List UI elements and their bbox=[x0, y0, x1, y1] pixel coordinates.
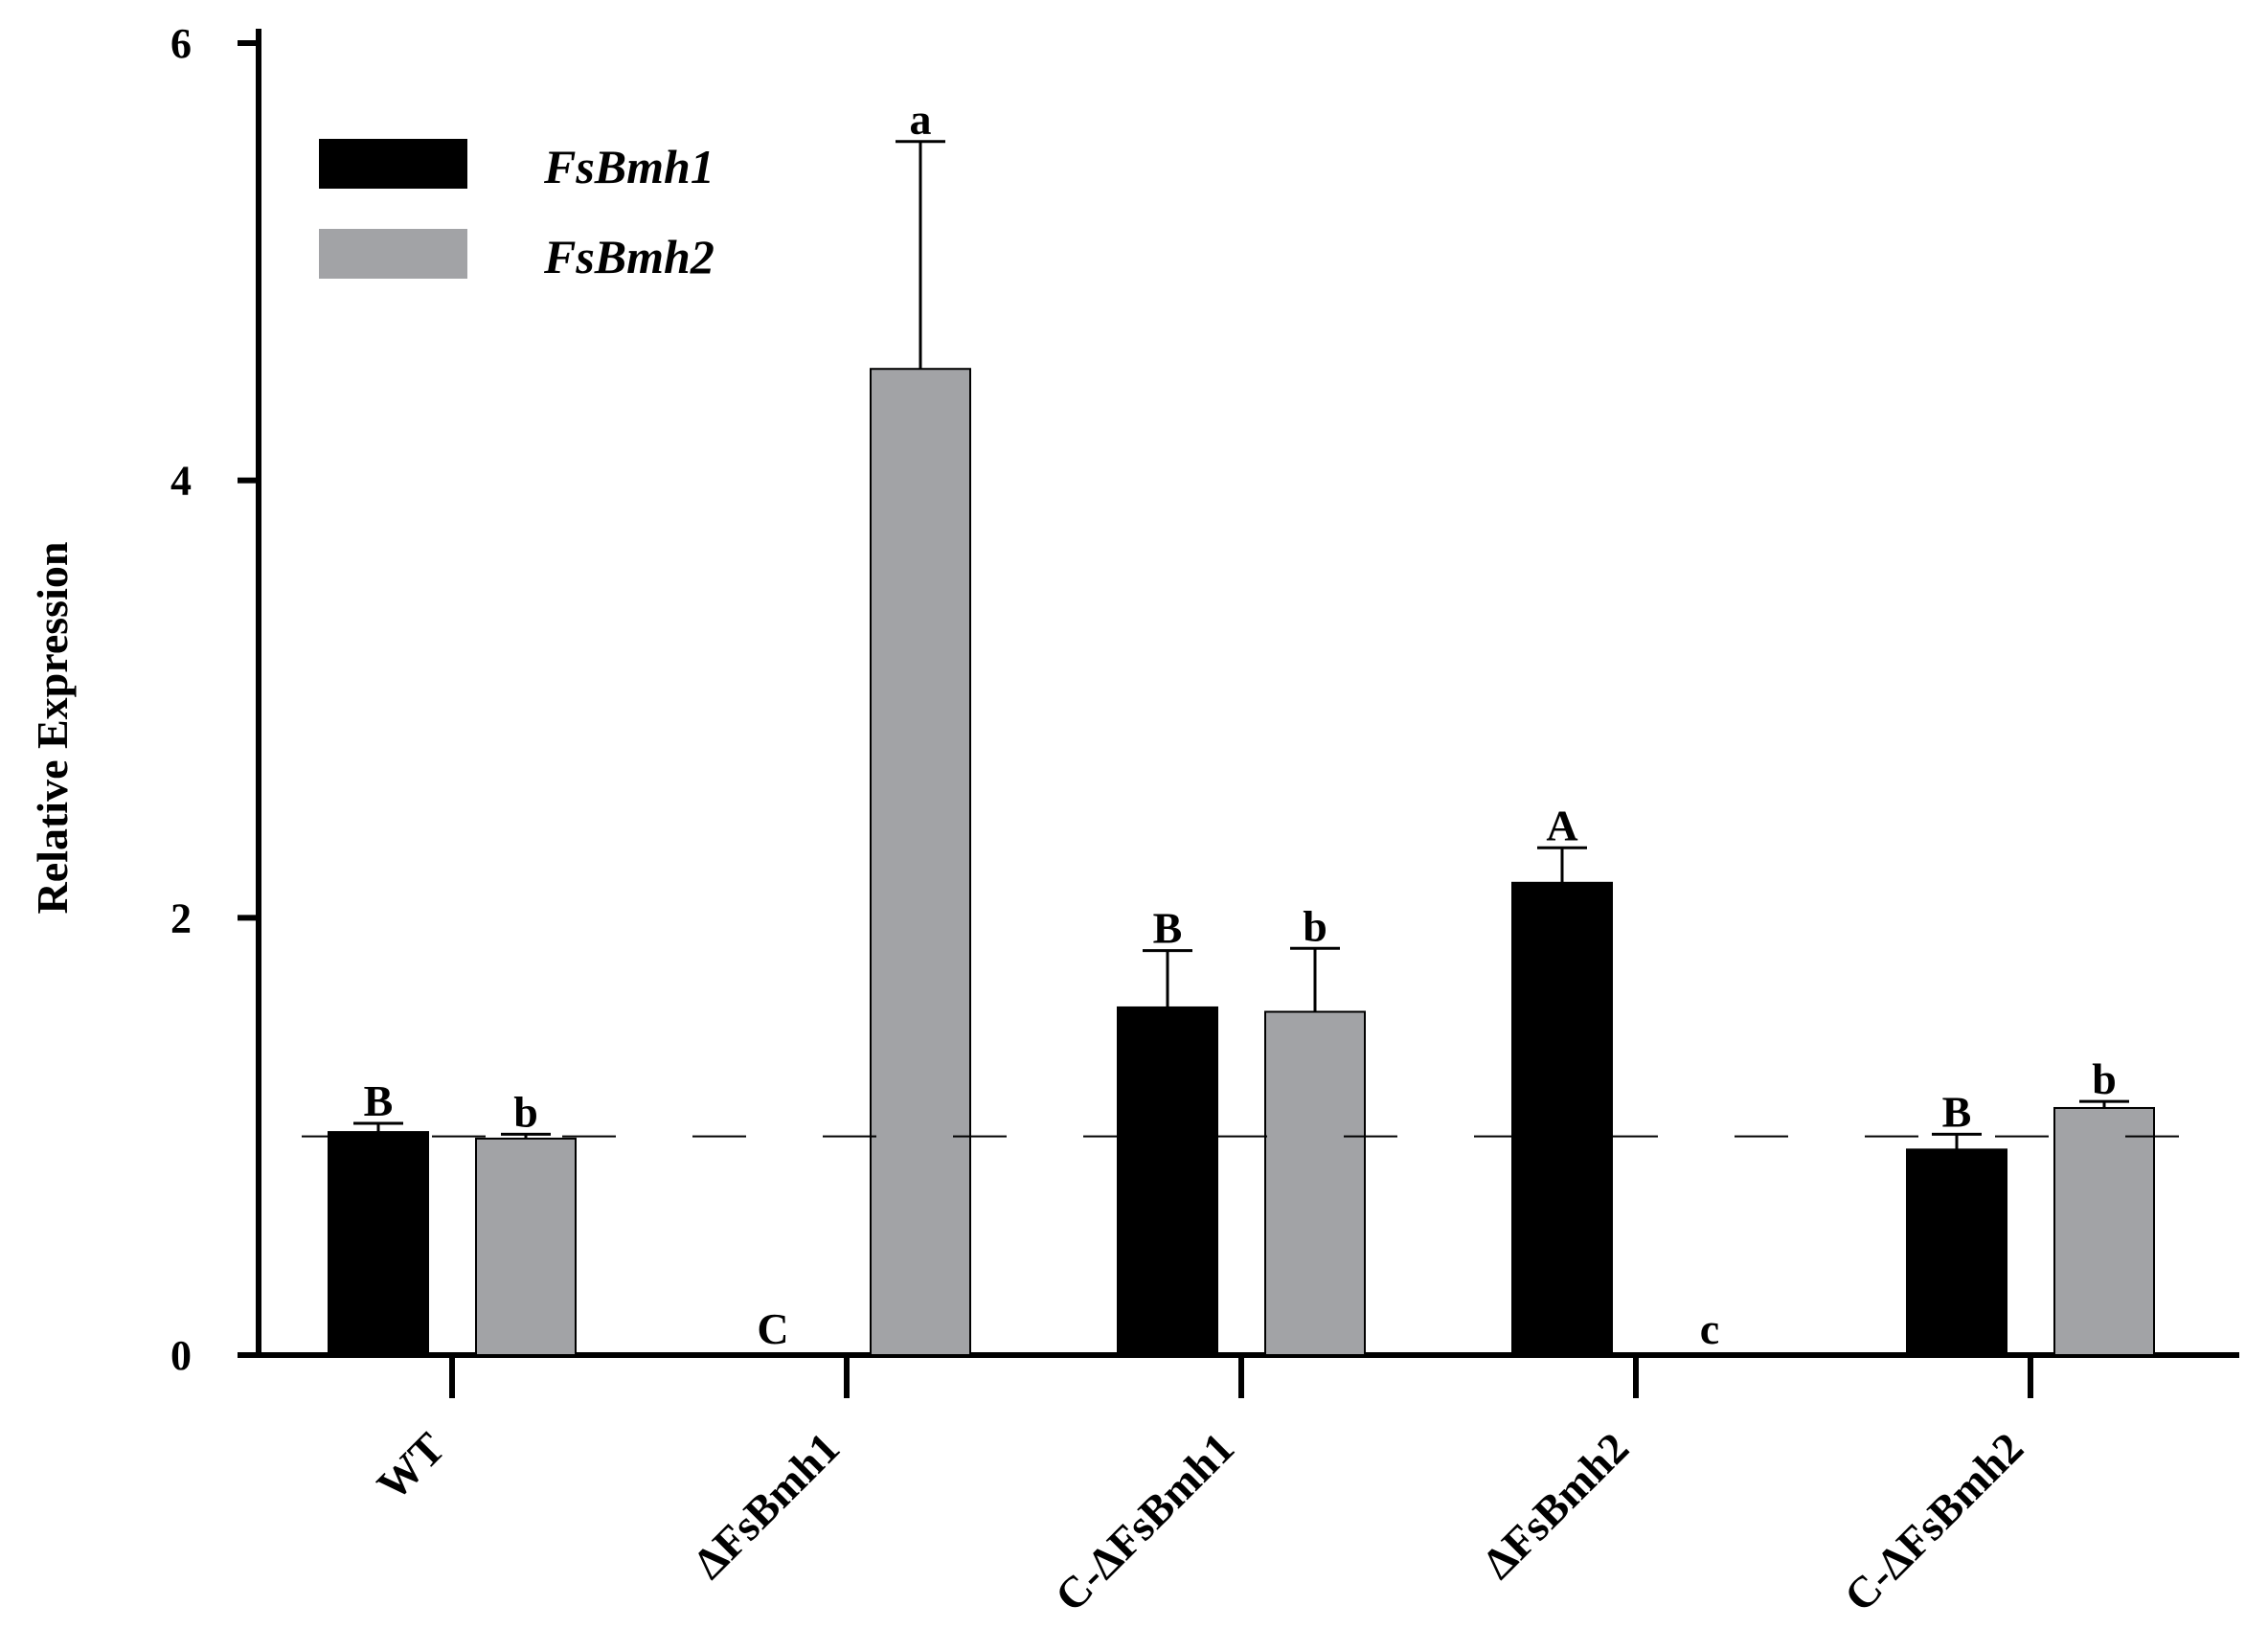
significance-label: A bbox=[1546, 801, 1577, 849]
bar-fsbmh2-4 bbox=[2053, 1106, 2155, 1356]
x-tick-label: C-ΔFsBmh2 bbox=[1835, 1423, 2032, 1620]
legend-swatch-fsbmh1 bbox=[319, 139, 467, 189]
legend-label-fsbmh2: FsBmh2 bbox=[543, 230, 714, 283]
legend-swatch-fsbmh2 bbox=[319, 229, 467, 279]
legend: FsBmh1 FsBmh2 bbox=[319, 139, 714, 283]
significance-label: B bbox=[364, 1076, 394, 1125]
significance-label: B bbox=[1942, 1087, 1972, 1136]
significance-label: c bbox=[1700, 1304, 1719, 1353]
bar-fsbmh2-2 bbox=[1264, 1010, 1366, 1357]
bar-fsbmh1-3 bbox=[1511, 881, 1613, 1356]
x-tick-label: ΔFsBmh2 bbox=[1473, 1423, 1638, 1588]
bar-fsbmh1-0 bbox=[328, 1131, 429, 1356]
bars: B C B A Bb a b c b bbox=[328, 95, 2155, 1357]
y-tick-label: 6 bbox=[170, 20, 192, 67]
x-tick-label: WT bbox=[368, 1423, 454, 1509]
y-tick-label: 2 bbox=[170, 894, 192, 941]
y-tick-label: 0 bbox=[170, 1332, 192, 1379]
x-axis: WT ΔFsBmh1 C-ΔFsBmh1 ΔFsBmh2 C-ΔFsBmh2 bbox=[256, 1352, 2239, 1620]
y-tick-label: 4 bbox=[170, 458, 192, 505]
significance-label: b bbox=[2092, 1054, 2117, 1103]
bar-fsbmh2-1 bbox=[870, 368, 971, 1356]
bar-fsbmh1-2 bbox=[1117, 1006, 1218, 1356]
x-tick-label: ΔFsBmh1 bbox=[684, 1423, 849, 1588]
y-axis-title: Relative Expression bbox=[28, 542, 77, 915]
bar-fsbmh1-4 bbox=[1906, 1148, 2007, 1357]
x-tick-label: C-ΔFsBmh1 bbox=[1046, 1423, 1243, 1620]
significance-label: b bbox=[1303, 901, 1327, 950]
significance-label: a bbox=[910, 95, 932, 144]
significance-label: b bbox=[513, 1087, 538, 1136]
significance-label: B bbox=[1153, 904, 1183, 953]
y-axis: 0 2 4 6 bbox=[170, 20, 261, 1379]
legend-label-fsbmh1: FsBmh1 bbox=[543, 140, 714, 193]
bar-fsbmh2-0 bbox=[475, 1137, 577, 1356]
significance-label: C bbox=[757, 1304, 788, 1353]
